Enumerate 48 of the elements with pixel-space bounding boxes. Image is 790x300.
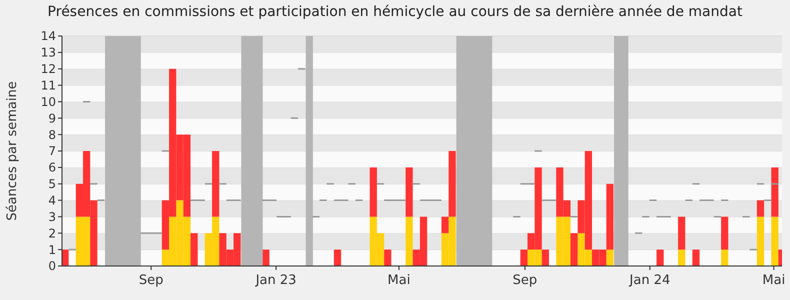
bar (406, 167, 413, 217)
bar (334, 250, 342, 266)
bar (448, 151, 456, 217)
y-tick-label: 10 (40, 94, 56, 109)
bar (656, 250, 664, 266)
x-tick-label: Jan 24 (628, 273, 670, 288)
bar (721, 216, 728, 250)
y-axis-title: Séances par semaine (5, 81, 20, 221)
x-tick-label: Sep (138, 273, 164, 288)
bar (771, 167, 778, 217)
bar (262, 250, 270, 266)
y-tick-label: 9 (48, 111, 56, 126)
y-tick-label: 3 (48, 210, 56, 224)
y-tick-label: 4 (48, 193, 56, 208)
x-tick-label: Sep (512, 273, 538, 288)
bar (406, 216, 413, 266)
y-tick-label: 7 (48, 144, 56, 158)
bar (570, 233, 578, 266)
y-tick-label: 8 (48, 128, 56, 142)
bar (756, 216, 764, 266)
bar (692, 250, 700, 266)
bar (190, 233, 198, 266)
y-tick-label: 1 (48, 242, 56, 257)
bar (542, 250, 549, 266)
bar (606, 184, 614, 250)
x-tick-label: Jan 23 (254, 273, 296, 288)
bar (756, 200, 764, 217)
y-tick-label: 13 (40, 46, 56, 60)
bar (678, 250, 686, 266)
bar (370, 167, 377, 217)
y-tick-label: 14 (40, 29, 56, 44)
x-tick-label: Mai (388, 273, 410, 288)
y-tick-label: 12 (40, 62, 56, 76)
y-tick-label: 6 (48, 160, 56, 175)
y-tick-label: 5 (48, 177, 56, 192)
y-tick-label: 0 (48, 259, 56, 274)
y-tick-label: 11 (40, 78, 56, 92)
bar (384, 250, 392, 266)
bar (606, 250, 614, 266)
bar (771, 216, 778, 266)
bar (441, 216, 449, 234)
bar (212, 151, 220, 217)
chart-title: Présences en commissions et participation en hémicycle au cours de sa dernière année de mandat (48, 4, 743, 20)
bar (678, 216, 686, 250)
bar (721, 250, 728, 266)
y-tick-label: 2 (48, 226, 56, 240)
bar (520, 250, 528, 266)
x-tick-label: Mai (762, 273, 786, 288)
